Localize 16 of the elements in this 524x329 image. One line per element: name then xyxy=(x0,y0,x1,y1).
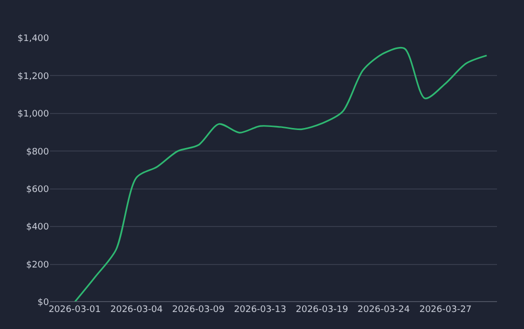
x-tick-label: 2026-03-01 xyxy=(48,305,101,315)
y-tick-label: $600 xyxy=(26,185,50,196)
y-tick-label: $1,000 xyxy=(18,110,50,120)
y-tick-label: $200 xyxy=(26,260,50,270)
y-tick-label: $800 xyxy=(26,147,50,158)
x-tick-label: 2026-03-27 xyxy=(419,305,472,315)
line-series xyxy=(74,47,488,302)
y-tick-label: $1,400 xyxy=(18,34,50,44)
y-tick-label: $400 xyxy=(26,222,50,233)
x-tick-label: 2026-03-04 xyxy=(110,305,163,315)
x-tick-label: 2026-03-19 xyxy=(296,305,348,315)
x-tick-label: 2026-03-09 xyxy=(172,305,225,315)
x-tick-label: 2026-03-24 xyxy=(358,305,410,315)
y-tick-label: $1,200 xyxy=(18,72,50,82)
x-tick-label: 2026-03-13 xyxy=(234,305,286,315)
y-tick-label: $0 xyxy=(38,298,50,308)
